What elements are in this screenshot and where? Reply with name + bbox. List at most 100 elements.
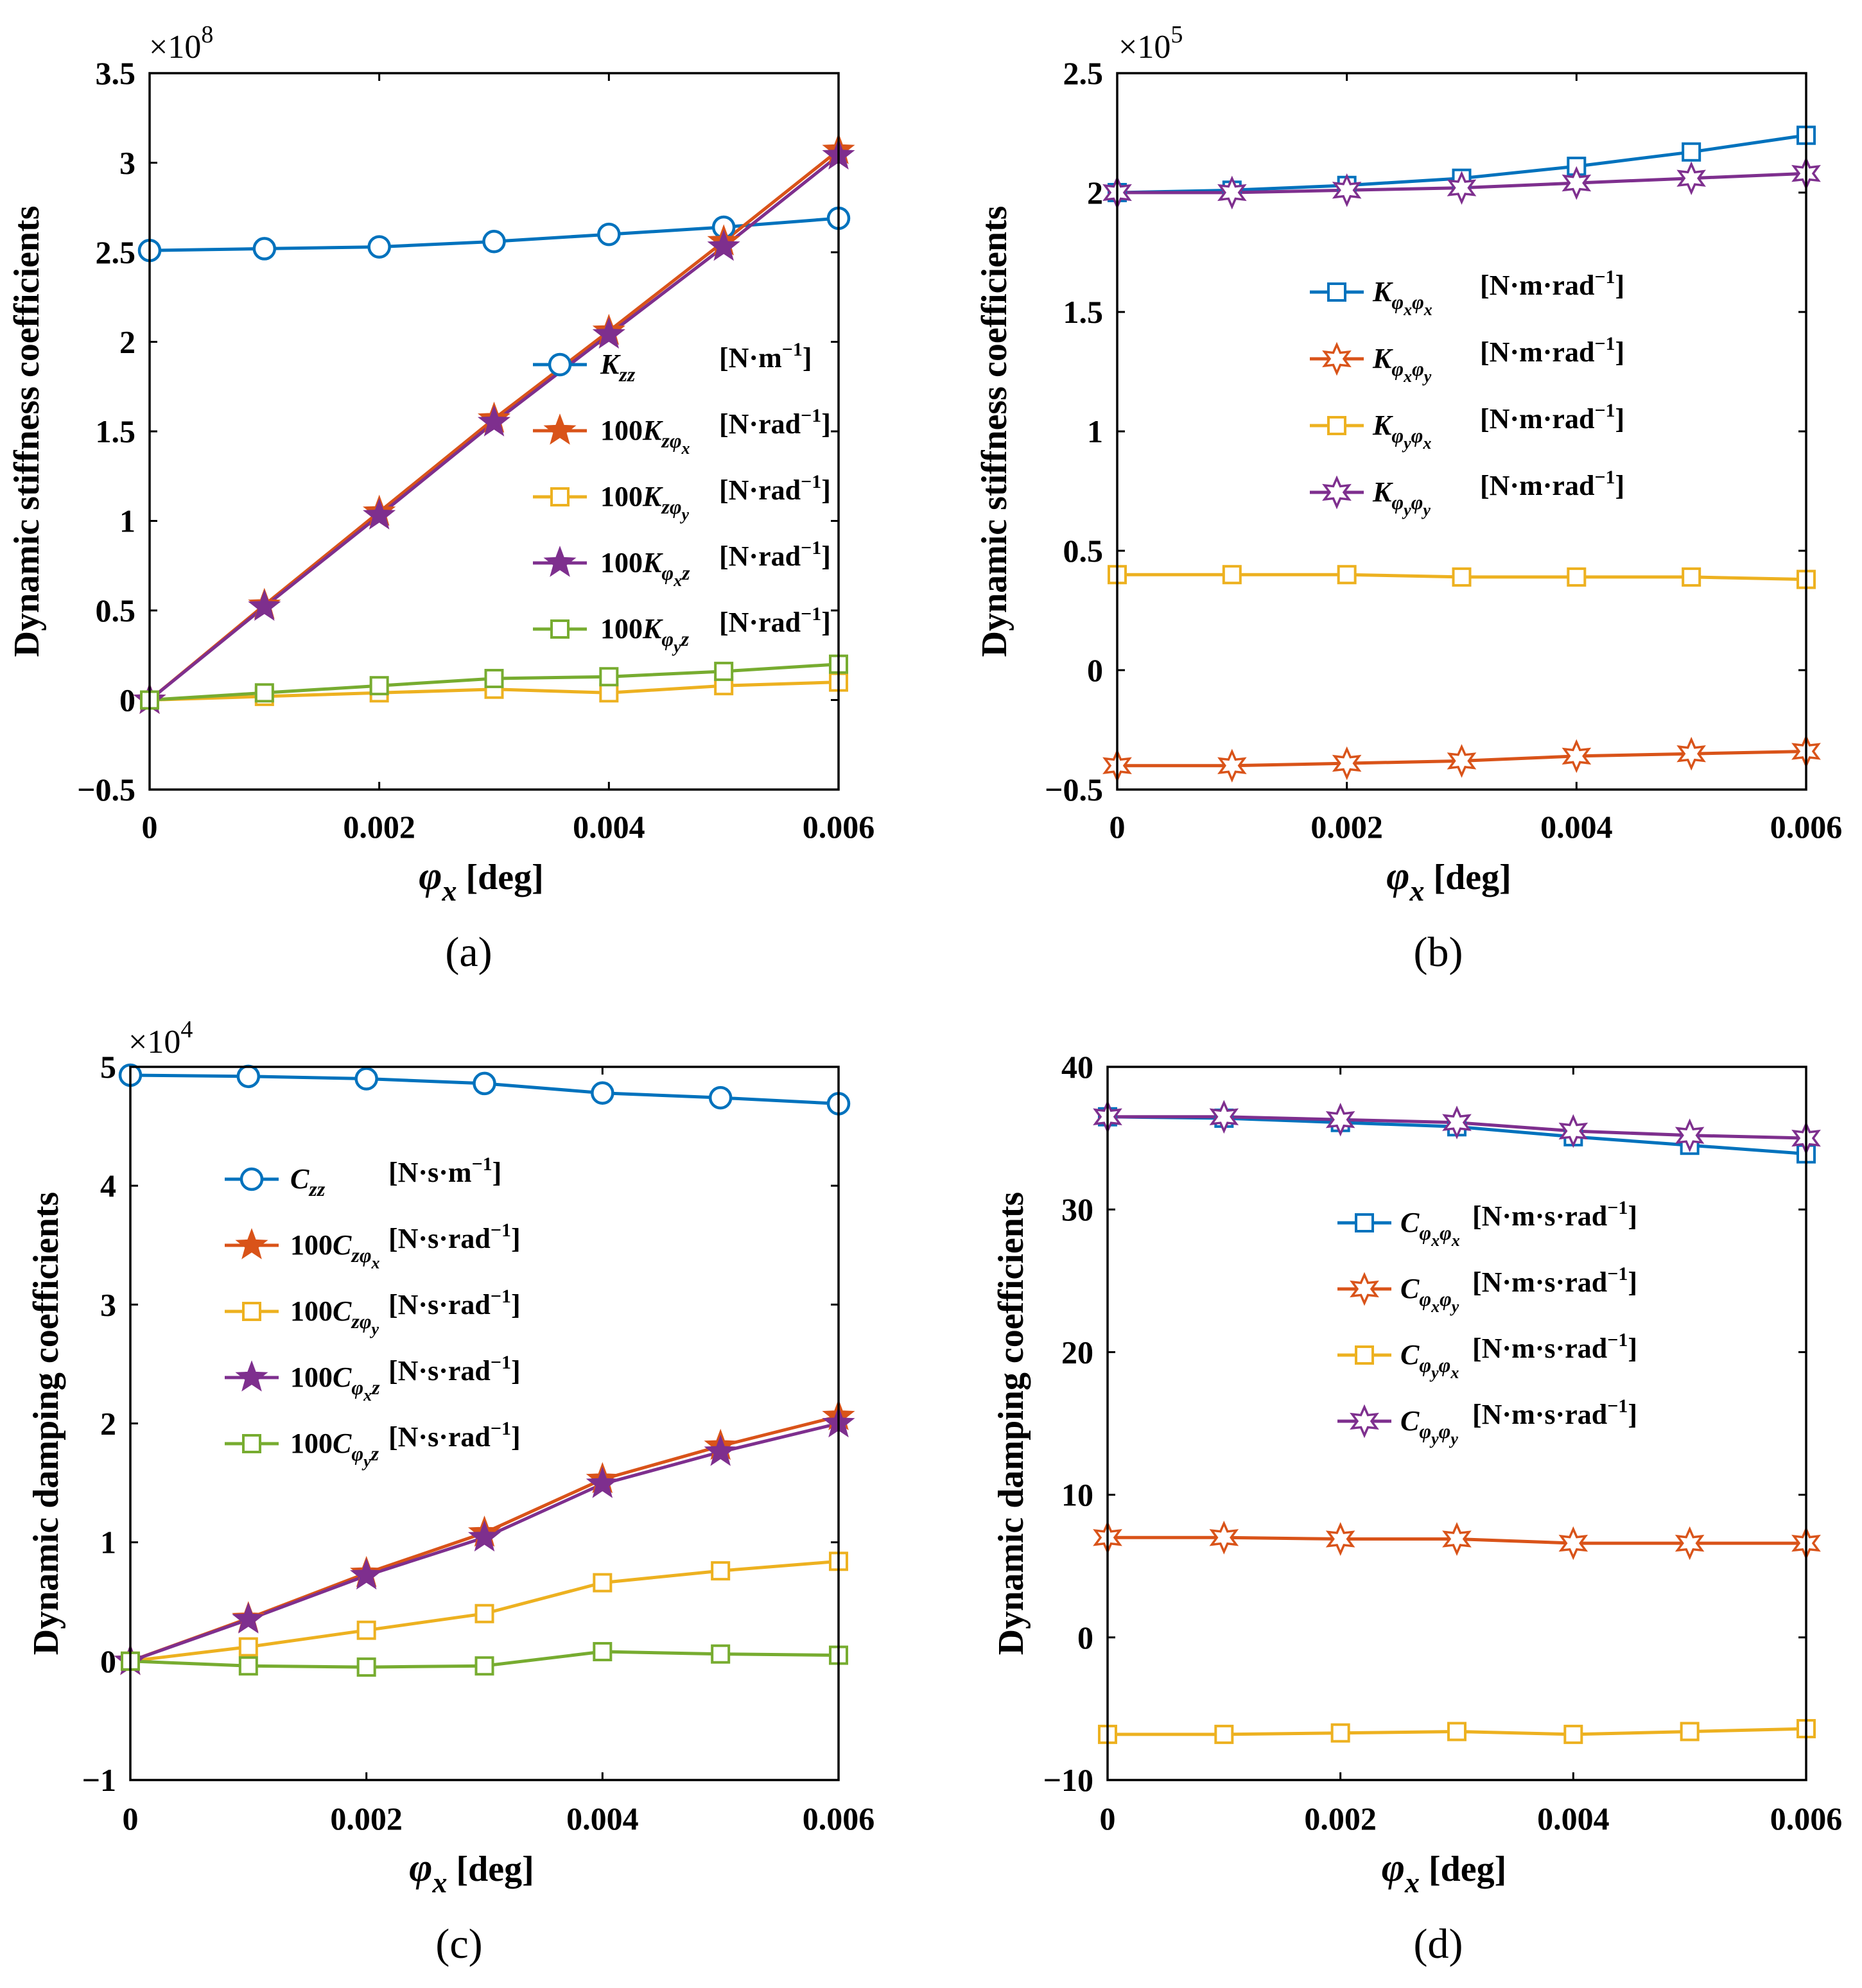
- chart-panel-b: 0 0.002 0.004 0.006−0.500.511.522.5×105Dyna…: [975, 21, 1842, 976]
- data-point: [599, 683, 619, 703]
- data-point: [248, 589, 281, 621]
- data-point: [1680, 1722, 1700, 1742]
- legend-unit: [N·s·rad−1]: [388, 1286, 521, 1320]
- legend-coef: 100: [290, 1428, 333, 1459]
- legend-entry: Cφxφx[N·m·s·rad−1]: [1337, 1197, 1637, 1250]
- data-point: [1562, 739, 1592, 774]
- legend-symbol: C: [333, 1428, 352, 1459]
- y-tick-label: 3: [119, 145, 135, 181]
- legend-sub-tail2: x: [1422, 434, 1431, 453]
- data-point: [367, 235, 391, 259]
- legend-a: Kzz[N·m−1]100Kzφx[N·rad−1]100Kzφy[N·rad−…: [533, 339, 831, 656]
- plot-frame: [148, 72, 840, 791]
- legend-coef: 100: [290, 1295, 333, 1327]
- x-label-symbol: φ: [409, 1846, 432, 1890]
- data-point: [1209, 1520, 1239, 1555]
- legend-unit: [N·m·s·rad−1]: [1472, 1396, 1637, 1430]
- legend-unit-base: [N·s·rad: [388, 1421, 491, 1453]
- legend-unit-close: ]: [511, 1421, 521, 1453]
- x-tick-label: 0: [1109, 809, 1126, 845]
- legend-sub-tail2: x: [1450, 1363, 1459, 1382]
- data-point: [1332, 173, 1362, 207]
- y-tick-label: 2.5: [1063, 55, 1104, 91]
- legend-unit: [N·m−1]: [719, 339, 812, 374]
- legend-marker: [1350, 1272, 1379, 1306]
- legend-sub2: y: [1402, 501, 1411, 519]
- legend-symbol: K: [1372, 410, 1393, 441]
- legend-entry: 100Czφy [N·s·rad−1]: [225, 1286, 521, 1338]
- x-axis-label: φx [deg]: [1386, 854, 1511, 907]
- y-tick-label: 2.5: [96, 234, 136, 270]
- x-tick-label: 0.006: [803, 809, 875, 845]
- legend-sub: zz: [308, 1177, 325, 1200]
- y-tick-label: 0: [1087, 652, 1103, 688]
- legend-sub2: y: [370, 1320, 379, 1338]
- x-tick-label: 0.004: [1540, 809, 1613, 845]
- plot-frame: [1116, 72, 1807, 791]
- legend-marker: [1322, 341, 1352, 376]
- legend-unit-close: ]: [511, 1223, 521, 1254]
- legend-sub2: x: [1403, 300, 1412, 319]
- legend-entry: 100Cφxz[N·s·rad−1]: [225, 1352, 521, 1405]
- legend-unit-base: [N·rad: [719, 474, 801, 506]
- data-point: [708, 1085, 733, 1110]
- legend-unit-close: ]: [1615, 403, 1625, 435]
- y-tick-label: −0.5: [1045, 772, 1103, 808]
- legend-entry: 100Kφxz [N·rad−1]: [533, 537, 831, 590]
- legend-unit-exp: −1: [801, 537, 821, 558]
- legend-sub-tail: z: [371, 1376, 380, 1399]
- legend-unit-close: ]: [821, 540, 831, 572]
- legend-label: 100Cφxz: [290, 1361, 380, 1405]
- data-point: [597, 222, 621, 246]
- x-label-symbol: φ: [419, 854, 442, 898]
- data-point: [1442, 1522, 1472, 1556]
- legend-entry: Kφxφx [N·m·rad−1]: [1310, 266, 1624, 319]
- legend-sub2: y: [1402, 434, 1411, 453]
- x-axis-label: φx [deg]: [409, 1846, 534, 1899]
- legend-sub-tail: z: [681, 627, 690, 650]
- data-point: [369, 676, 389, 696]
- x-tick-label: 0: [142, 809, 158, 845]
- legend-sub2: x: [1403, 367, 1412, 386]
- legend-unit-base: [N·m·rad: [1480, 403, 1594, 435]
- legend-unit-close: ]: [1615, 336, 1625, 368]
- data-point: [1567, 567, 1587, 587]
- ticks-b: 0 0.002 0.004 0.006−0.500.511.522.5: [1045, 55, 1842, 845]
- legend-sub2: x: [363, 1386, 372, 1405]
- legend-sub-tail: φ: [1411, 424, 1423, 447]
- y-tick-label: 2: [1087, 175, 1103, 211]
- legend-unit: [N·rad−1]: [719, 405, 831, 440]
- data-point: [1562, 166, 1592, 200]
- legend-entry: Czz [N·s·m−1]: [225, 1154, 501, 1200]
- legend-unit-close: ]: [1628, 1200, 1637, 1232]
- multiplier-exp: 4: [180, 1016, 193, 1043]
- legend-unit: [N·rad−1]: [719, 603, 831, 638]
- legend-sub2: x: [673, 571, 682, 590]
- data-point: [1558, 1114, 1588, 1148]
- data-point: [1447, 1722, 1466, 1742]
- legend-unit-close: ]: [1628, 1333, 1637, 1364]
- data-point: [586, 1467, 619, 1498]
- legend-entry: Cφyφy [N·m·s·rad−1]: [1337, 1396, 1637, 1448]
- legend-sub-tail: φ: [1440, 1221, 1452, 1244]
- legend-sub-tail2: y: [1449, 1430, 1458, 1448]
- data-point: [473, 1071, 496, 1096]
- x-axis-label: φx [deg]: [1382, 1846, 1507, 1899]
- legend-coef: 100: [600, 613, 643, 644]
- legend-label: Kφyφx: [1372, 410, 1431, 453]
- legend-marker: [242, 1302, 261, 1321]
- legend-marker: [543, 546, 577, 577]
- markers-group-b: [1102, 125, 1821, 783]
- data-point: [1222, 565, 1242, 585]
- data-point: [356, 1620, 376, 1640]
- legend-entry: 100Kzφx [N·rad−1]: [533, 405, 831, 458]
- legend-unit-close: ]: [821, 408, 831, 440]
- legend-symbol: K: [1372, 343, 1393, 374]
- legend-label: 100Kzφx: [600, 415, 690, 458]
- data-point: [350, 1558, 383, 1590]
- y-tick-label: 0.5: [96, 592, 136, 628]
- data-point: [1217, 748, 1247, 783]
- legend-unit: [N·s·rad−1]: [388, 1220, 521, 1254]
- y-tick-label: 20: [1061, 1334, 1093, 1370]
- legend-coef: 100: [290, 1229, 333, 1261]
